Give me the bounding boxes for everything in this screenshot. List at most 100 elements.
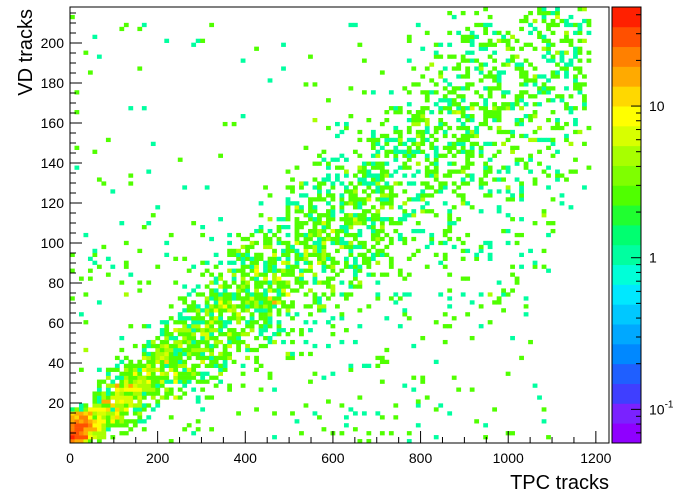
heatmap-cell (433, 320, 439, 325)
heatmap-cell (272, 276, 277, 281)
heatmap-cell (263, 343, 268, 349)
heatmap-cell (438, 181, 444, 186)
heatmap-cell (177, 328, 183, 333)
heatmap-cell (402, 86, 408, 91)
heatmap-cell (375, 181, 381, 186)
heatmap-cell (236, 411, 241, 416)
heatmap-cell (312, 117, 318, 123)
heatmap-cell (164, 240, 170, 246)
heatmap-cell (177, 351, 183, 357)
heatmap-cell (294, 201, 300, 206)
y-tick-label: 160 (41, 115, 65, 131)
heatmap-cell (236, 332, 241, 337)
colorbar-segment (612, 225, 641, 246)
heatmap-cell (510, 217, 515, 222)
heatmap-cell (487, 14, 493, 20)
heatmap-cell (200, 347, 206, 353)
heatmap-cell (101, 395, 107, 400)
heatmap-cell (352, 268, 358, 273)
heatmap-cell (384, 181, 390, 186)
heatmap-cell (119, 347, 125, 353)
heatmap-cell (303, 193, 309, 198)
heatmap-cell (276, 236, 282, 242)
heatmap-cell (200, 332, 206, 337)
heatmap-cell (227, 339, 232, 345)
heatmap-cell (496, 38, 502, 43)
heatmap-cell (227, 355, 232, 361)
heatmap-cell (406, 157, 412, 162)
heatmap-cell (191, 332, 197, 337)
heatmap-cell (447, 228, 453, 234)
heatmap-cell (397, 141, 403, 147)
heatmap-cell (258, 343, 264, 349)
heatmap-cell (505, 62, 511, 67)
heatmap-cell (550, 197, 556, 202)
heatmap-cell (456, 169, 462, 174)
heatmap-cell (460, 292, 466, 297)
heatmap-cell (195, 284, 201, 289)
heatmap-cell (402, 240, 408, 246)
heatmap-cell (501, 165, 506, 170)
heatmap-cell (155, 375, 161, 380)
heatmap-cell (352, 272, 358, 277)
heatmap-cell (254, 335, 259, 341)
heatmap-cell (339, 240, 345, 246)
heatmap-cell (227, 284, 232, 289)
heatmap-cell (96, 415, 102, 420)
heatmap-cell (352, 22, 358, 28)
heatmap-cell (222, 121, 228, 127)
heatmap-cell (326, 252, 331, 258)
heatmap-cell (249, 304, 255, 309)
heatmap-cell (263, 232, 268, 238)
heatmap-cell (326, 217, 331, 222)
heatmap-cell (281, 280, 286, 285)
heatmap-cell (352, 189, 358, 194)
heatmap-cell (505, 213, 511, 218)
heatmap-cell (555, 149, 560, 154)
heatmap-cell (326, 201, 331, 206)
heatmap-cell (164, 252, 170, 258)
heatmap-cell (537, 102, 542, 107)
heatmap-cell (519, 264, 524, 269)
heatmap-cell (182, 359, 188, 365)
heatmap-cell (456, 74, 462, 79)
heatmap-cell (438, 70, 444, 75)
heatmap-cell (308, 351, 313, 357)
heatmap-cell (532, 46, 538, 51)
heatmap-cell (290, 264, 295, 269)
heatmap-cell (254, 367, 259, 372)
heatmap-cell (424, 94, 430, 99)
heatmap-cell (209, 363, 215, 368)
heatmap-cell (150, 141, 156, 147)
heatmap-cell (326, 276, 331, 281)
heatmap-cell (375, 149, 381, 154)
heatmap-cell (114, 355, 120, 361)
heatmap-cell (366, 137, 372, 143)
heatmap-cell (379, 221, 385, 226)
heatmap-cell (546, 90, 551, 95)
heatmap-cell (573, 106, 578, 111)
heatmap-cell (559, 66, 565, 71)
heatmap-cell (335, 177, 340, 182)
heatmap-cell (213, 320, 219, 325)
heatmap-cell (303, 181, 309, 186)
heatmap-cell (96, 419, 102, 424)
heatmap-cell (415, 248, 421, 254)
heatmap-cell (523, 304, 529, 309)
heatmap-cell (519, 18, 524, 24)
heatmap-cell (236, 320, 241, 325)
heatmap-cell (339, 193, 345, 198)
heatmap-cell (343, 244, 349, 250)
heatmap-cell (564, 18, 569, 24)
heatmap-cell (249, 320, 255, 325)
heatmap-cell (96, 367, 102, 372)
heatmap-cell (370, 213, 376, 218)
heatmap-cell (379, 359, 385, 365)
heatmap-cell (433, 50, 439, 55)
heatmap-cell (137, 411, 143, 416)
heatmap-cell (137, 26, 143, 32)
heatmap-cell (87, 407, 93, 412)
heatmap-cell (348, 284, 354, 289)
heatmap-cell (388, 221, 394, 226)
heatmap-cell (343, 125, 349, 131)
